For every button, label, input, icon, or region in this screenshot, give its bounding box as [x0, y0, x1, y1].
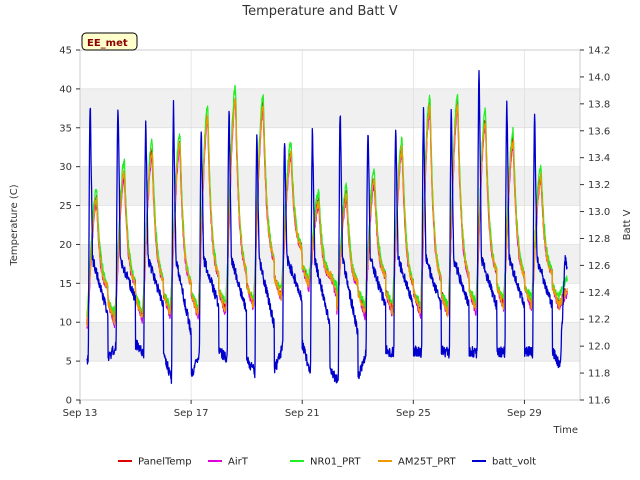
right-tick-label: 11.8 — [588, 369, 610, 380]
x-tick-label: Sep 17 — [174, 408, 209, 419]
right-tick-label: 13.4 — [588, 153, 610, 164]
x-axis: Sep 13 Sep 17 Sep 21 Sep 25 Sep 29 — [63, 400, 542, 419]
left-tick-label: 20 — [59, 240, 72, 251]
series-line-batt-volt — [86, 69, 568, 384]
background-band — [80, 166, 580, 206]
legend: PanelTemp AirT NR01_PRT AM25T_PRT batt_volt — [118, 457, 536, 468]
legend-label-airt: AirT — [228, 457, 249, 468]
station-badge-box — [81, 32, 138, 51]
x-axis-title: Time — [553, 425, 578, 436]
series-lines — [86, 69, 568, 384]
station-badge-label: EE_met — [87, 38, 128, 49]
plot-frame — [79, 49, 581, 401]
right-tick-label: 14.0 — [588, 72, 610, 83]
legend-label-paneltemp: PanelTemp — [138, 457, 192, 468]
left-tick-label: 45 — [59, 46, 72, 57]
chart-title: Temperature and Batt V — [241, 4, 397, 19]
right-tick-label: 13.8 — [588, 99, 610, 110]
legend-label-batt-volt: batt_volt — [492, 457, 536, 468]
legend-label-nr01-prt: NR01_PRT — [310, 457, 361, 468]
right-tick-label: 12.8 — [588, 234, 610, 245]
left-tick-label: 5 — [66, 357, 72, 368]
right-tick-label: 12.0 — [588, 342, 610, 353]
right-tick-label: 12.6 — [588, 261, 610, 272]
left-axis: 0 5 10 15 20 25 30 35 40 45 — [59, 46, 80, 407]
left-tick-label: 0 — [66, 396, 72, 407]
right-tick-label: 14.2 — [588, 46, 610, 57]
right-tick-label: 12.4 — [588, 288, 610, 299]
station-badge: EE_met — [81, 32, 138, 51]
x-tick-label: Sep 29 — [507, 408, 542, 419]
right-tick-label: 13.0 — [588, 207, 610, 218]
right-axis: 11.6 11.8 12.0 12.2 12.4 12.6 12.8 13.0 13.2 13.4… — [580, 46, 610, 407]
right-tick-label: 13.6 — [588, 126, 610, 137]
x-tick-label: Sep 13 — [63, 408, 98, 419]
left-tick-label: 10 — [59, 318, 72, 329]
background-band — [80, 88, 580, 128]
right-axis-title: Batt V — [622, 209, 633, 240]
right-tick-label: 12.2 — [588, 315, 610, 326]
right-tick-label: 11.6 — [588, 396, 610, 407]
left-tick-label: 30 — [59, 162, 72, 173]
left-tick-label: 40 — [59, 84, 72, 95]
x-tick-label: Sep 25 — [396, 408, 431, 419]
legend-label-am25t-prt: AM25T_PRT — [398, 457, 457, 468]
left-axis-title: Temperature (C) — [9, 184, 20, 266]
left-tick-label: 25 — [59, 201, 72, 212]
left-tick-label: 35 — [59, 123, 72, 134]
x-tick-label: Sep 21 — [285, 408, 320, 419]
left-tick-label: 15 — [59, 279, 72, 290]
series-line-am25t-prt — [86, 98, 568, 327]
right-tick-label: 13.2 — [588, 180, 610, 191]
